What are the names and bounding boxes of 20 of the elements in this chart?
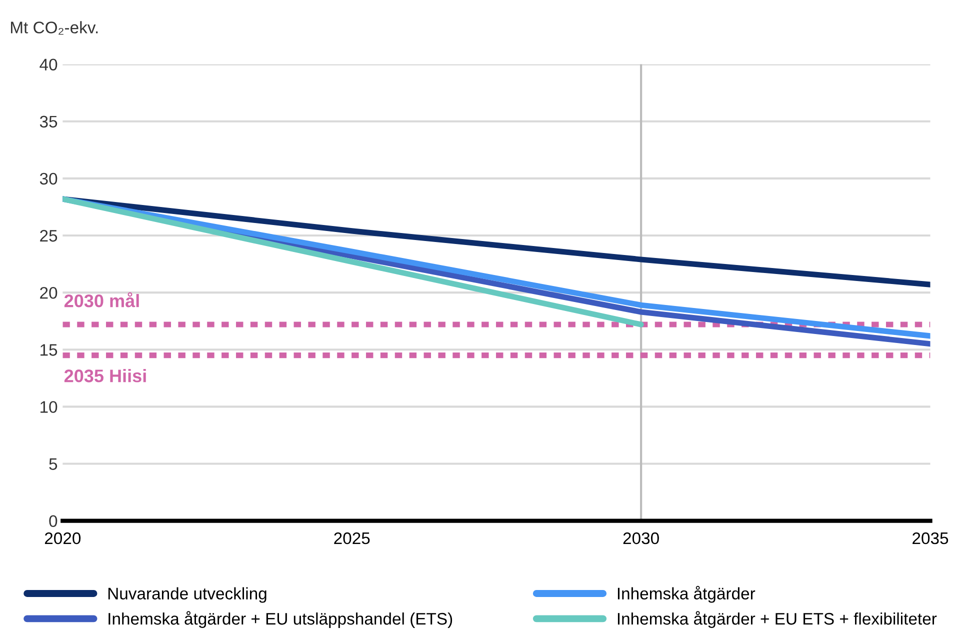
y-tick-label: 25 (40, 230, 58, 242)
y-tick-label: 15 (40, 344, 58, 356)
x-tick-label: 2020 (44, 532, 81, 544)
y-tick-label: 20 (40, 286, 58, 299)
ref-line-label: 2030 mål (64, 292, 139, 308)
y-tick-label: 40 (40, 58, 58, 71)
y-tick-label: 5 (49, 458, 58, 470)
x-tick-label: 2030 (623, 532, 659, 544)
legend-label: Nuvarande utveckling (108, 587, 266, 603)
x-tick-label: 2035 (912, 532, 948, 544)
y-tick-label: 10 (40, 401, 58, 413)
legend-label: Inhemska åtgärder + EU ETS + flexibiliteter (618, 611, 937, 628)
legend-label: Inhemska åtgärder + EU utsläppshandel (ETS) (108, 611, 452, 628)
legend-label: Inhemska åtgärder (618, 586, 756, 603)
ref-line-label: 2035 Hiisi (64, 369, 146, 382)
y-axis-title: Mt CO₂-ekv. (11, 21, 98, 35)
x-tick-label: 2025 (334, 532, 370, 544)
y-tick-label: 35 (40, 116, 58, 128)
y-tick-label: 0 (49, 515, 58, 528)
y-tick-label: 30 (40, 172, 58, 185)
